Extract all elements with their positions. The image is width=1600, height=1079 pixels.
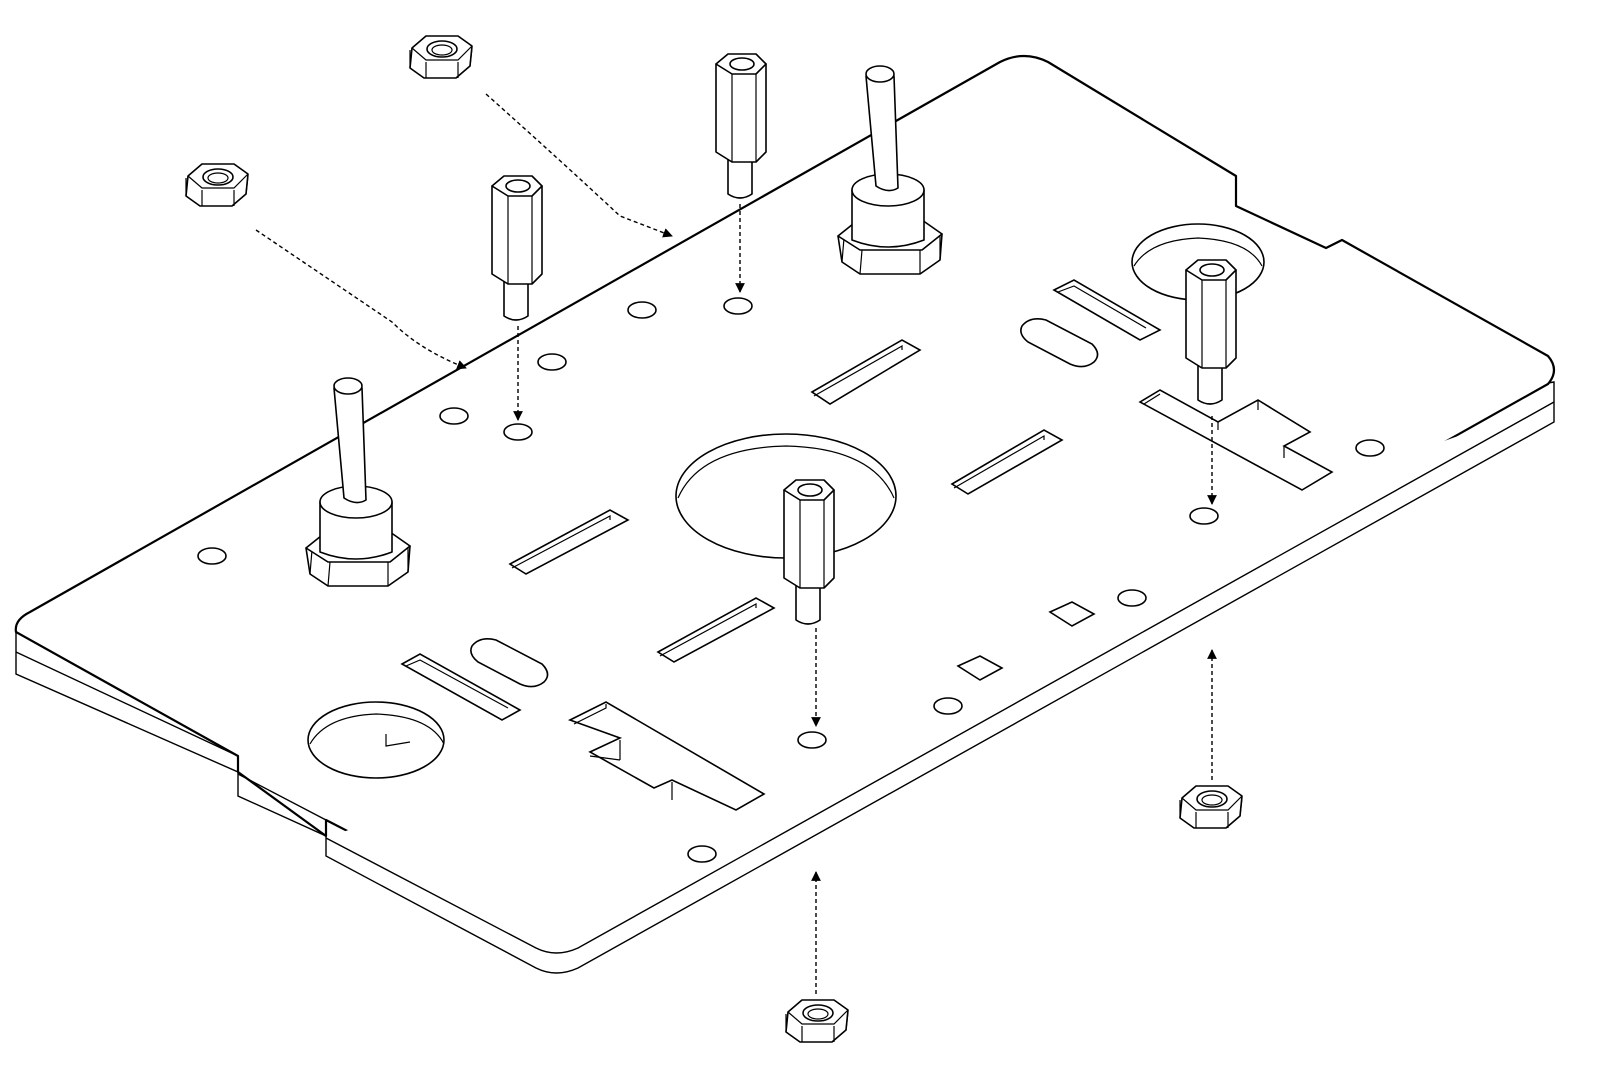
hex-nut-top: [409, 35, 473, 79]
hex-nut-bottom-right: [1179, 785, 1243, 829]
arrow-nut-to-plate-left: [255, 229, 467, 370]
hex-standoff-left: [491, 175, 543, 321]
arrow-nut-to-plate-upper: [485, 93, 673, 238]
assembly-arrows: [255, 93, 1217, 994]
hex-nut-bottom: [785, 999, 849, 1043]
hex-standoff-top: [715, 53, 767, 199]
hex-nut-left: [185, 163, 249, 207]
